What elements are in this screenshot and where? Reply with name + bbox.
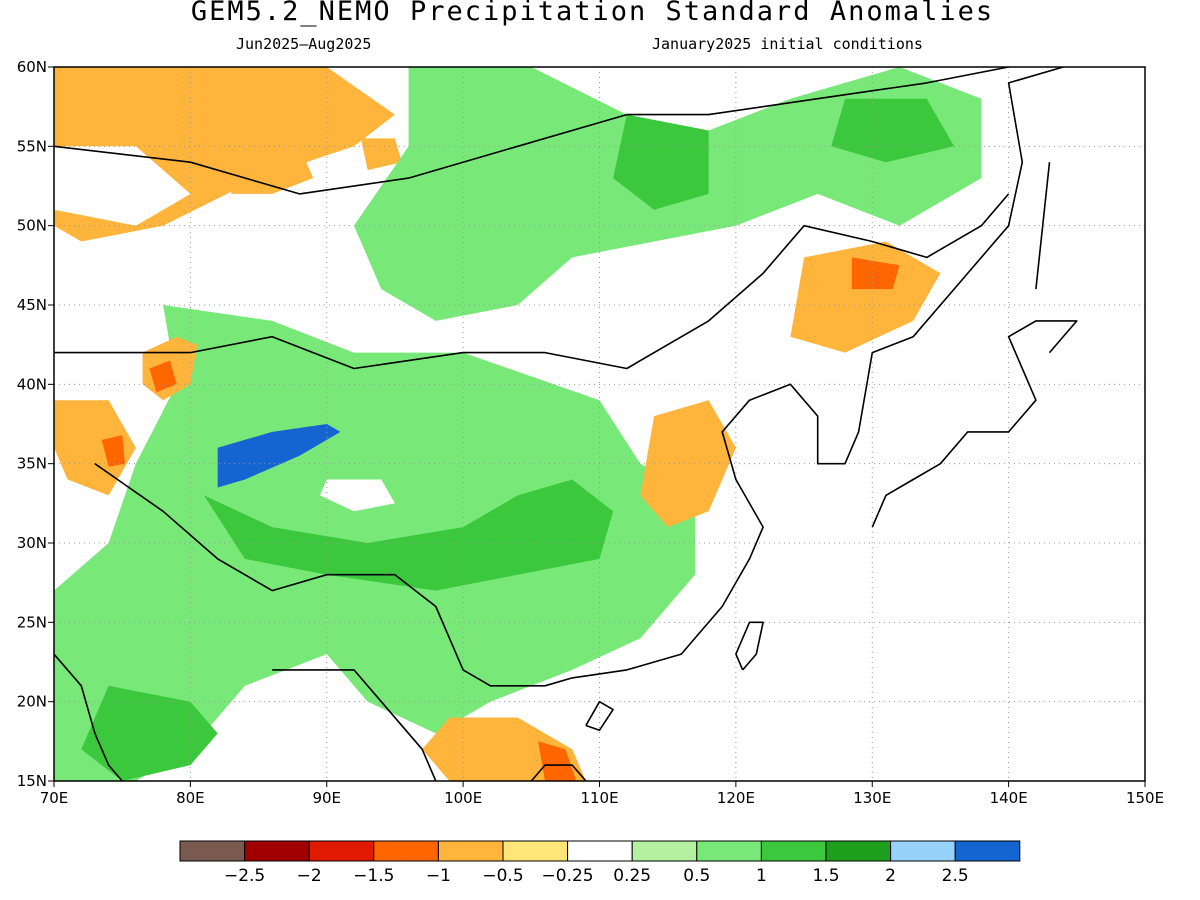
coastline bbox=[463, 764, 587, 781]
x-tick-label: 140E bbox=[990, 789, 1028, 807]
period-label: Jun2025–Aug2025 bbox=[236, 35, 372, 53]
legend-swatch bbox=[567, 840, 633, 862]
anomaly-region-dry-strong bbox=[538, 741, 577, 781]
legend-swatch bbox=[890, 840, 956, 862]
y-tick-label: 55N bbox=[17, 137, 47, 155]
anomaly-region-dry bbox=[790, 241, 941, 353]
coastline bbox=[54, 193, 1010, 370]
legend-label: 2 bbox=[885, 866, 896, 886]
legend-label: −0.5 bbox=[482, 866, 523, 886]
x-tick-label: 100E bbox=[444, 789, 482, 807]
anomaly-region-neutral bbox=[319, 479, 395, 512]
map-title: GEM5.2_NEMO Precipitation Standard Anoma… bbox=[190, 0, 995, 27]
x-tick-label: 120E bbox=[717, 789, 755, 807]
anomaly-region-wet-strong bbox=[831, 98, 955, 163]
legend-swatch bbox=[179, 840, 246, 862]
legend-label: −2 bbox=[297, 866, 322, 886]
x-tick-label: 150E bbox=[1126, 789, 1164, 807]
x-tick-label: 110E bbox=[580, 789, 618, 807]
anomaly-region-wet-strong bbox=[204, 479, 614, 591]
anomaly-region-cold bbox=[108, 67, 204, 131]
y-tick-label: 50N bbox=[17, 217, 47, 235]
y-tick-label: 20N bbox=[17, 693, 47, 711]
anomaly-region-cold bbox=[360, 138, 402, 171]
y-tick-label: 60N bbox=[17, 58, 47, 76]
legend-swatch bbox=[244, 840, 310, 862]
y-tick-label: 25N bbox=[17, 613, 47, 631]
legend-swatch bbox=[437, 840, 504, 862]
coastline bbox=[1035, 162, 1051, 290]
y-tick-label: 15N bbox=[17, 772, 47, 790]
y-tick-label: 35N bbox=[17, 455, 47, 473]
legend-label: −0.25 bbox=[542, 866, 594, 886]
y-tick-label: 30N bbox=[17, 534, 47, 552]
coastline bbox=[94, 67, 1064, 687]
legend-swatch bbox=[760, 840, 827, 862]
coastline bbox=[735, 621, 764, 671]
coastlines bbox=[54, 67, 1078, 781]
x-tick-label: 130E bbox=[853, 789, 891, 807]
legend-swatch bbox=[954, 840, 1021, 862]
legend-swatch bbox=[502, 840, 569, 862]
anomaly-region-dry bbox=[54, 400, 136, 496]
legend-swatch bbox=[696, 840, 762, 862]
colorbar-legend: −2.5 −2 −1.5 −1 −0.5 −0.25 0.25 0.5 1 1.5 2 2.5 bbox=[179, 840, 1021, 886]
x-tick-label: 70E bbox=[40, 789, 69, 807]
legend-swatch bbox=[308, 840, 375, 862]
anomaly-region-neutral bbox=[54, 146, 191, 226]
axes: 70E 80E 90E 100E 110E 120E 130E 140E 150E 60N 55N 5… bbox=[17, 58, 1164, 807]
y-tick-label: 40N bbox=[17, 375, 47, 393]
coastline bbox=[54, 67, 1009, 195]
anomaly-region-wet-very bbox=[217, 424, 341, 488]
coastline bbox=[54, 653, 123, 781]
gridlines bbox=[54, 67, 1145, 781]
coastline bbox=[585, 700, 614, 732]
legend-swatch bbox=[631, 840, 698, 862]
anomaly-region-dry bbox=[640, 400, 736, 528]
init-conditions-label: January2025 initial conditions bbox=[652, 35, 923, 53]
anomaly-regions bbox=[54, 67, 982, 781]
coastline bbox=[272, 669, 437, 781]
legend-label: 0.5 bbox=[683, 866, 710, 886]
legend-label: 1 bbox=[756, 866, 767, 886]
anomaly-region-cold bbox=[231, 146, 314, 194]
x-tick-label: 90E bbox=[312, 789, 341, 807]
x-tick-label: 80E bbox=[176, 789, 205, 807]
legend-label: 1.5 bbox=[812, 866, 839, 886]
legend-swatch bbox=[825, 840, 892, 862]
anomaly-region-dry-strong bbox=[851, 257, 900, 290]
legend-swatch bbox=[373, 840, 439, 862]
anomaly-region-wet-strong bbox=[81, 685, 218, 781]
coastline bbox=[871, 320, 1078, 528]
anomaly-region-dry-strong bbox=[101, 435, 125, 467]
legend-label: 2.5 bbox=[942, 866, 969, 886]
legend-label: −2.5 bbox=[224, 866, 265, 886]
legend-label: 0.25 bbox=[613, 866, 651, 886]
y-tick-label: 45N bbox=[17, 296, 47, 314]
anomaly-region-wet-strong bbox=[613, 114, 709, 210]
legend-label: −1 bbox=[426, 866, 451, 886]
legend-label: −1.5 bbox=[353, 866, 394, 886]
